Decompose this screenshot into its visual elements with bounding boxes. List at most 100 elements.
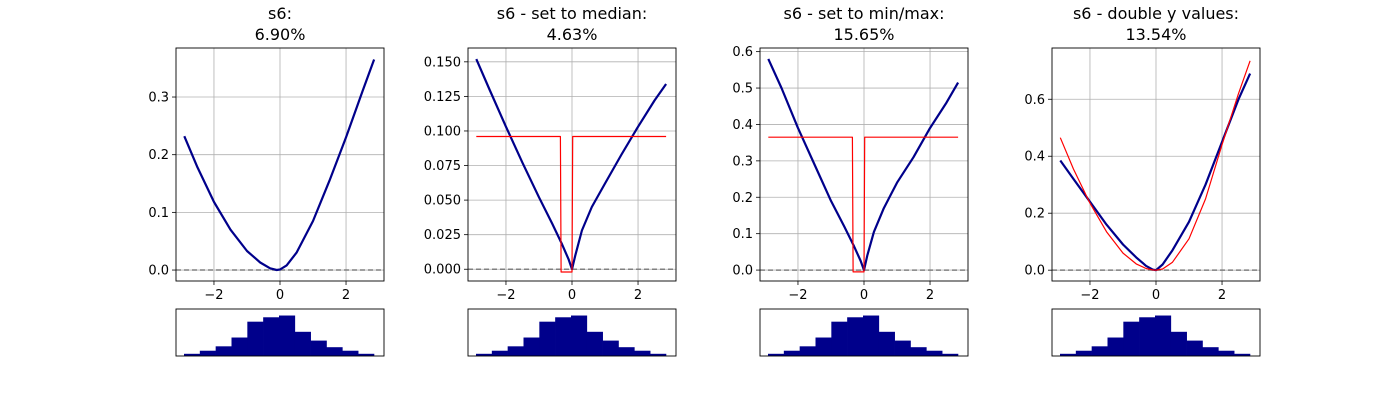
y-tick-label: 0.1: [732, 227, 753, 242]
y-tick-label: 0.2: [148, 148, 169, 163]
histogram-bar: [310, 340, 327, 356]
x-tick-label: −2: [788, 288, 807, 303]
histogram-bar: [358, 353, 375, 356]
y-tick-label: 0.0: [148, 264, 169, 279]
series-line-model: [767, 58, 960, 272]
x-tick-label: 0: [860, 288, 868, 303]
x-tick-label: 2: [634, 288, 642, 303]
y-tick-label: 0.4: [732, 118, 753, 133]
y-tick-label: 0.0: [1024, 264, 1045, 279]
histogram-bar: [215, 346, 232, 356]
chart-panel-4: −2 0 2 0.0 0.2 0.4 0.6 s6 - double y values: 13.…: [1024, 4, 1261, 357]
y-tick-label: 0.125: [424, 90, 461, 105]
chart-title-line: 15.65%: [833, 25, 894, 44]
histogram-panel: [467, 308, 677, 357]
histogram-bar: [815, 337, 832, 356]
chart-panel-3: −2 0 2 0.0 0.1 0.2 0.3 0.4 0.5 0.6 s6 - set to min…: [732, 4, 969, 357]
y-tick-label: 0.100: [424, 124, 461, 139]
histogram-bar: [1234, 353, 1251, 356]
histogram-bar: [491, 350, 508, 356]
histogram-bar: [1170, 331, 1187, 356]
y-tick-label: 0.5: [732, 82, 753, 97]
x-tick-label: 0: [1152, 288, 1160, 303]
series-line-model: [1059, 73, 1252, 272]
chart-title-line: s6 - set to median:: [497, 4, 648, 23]
chart-title-line: s6 - double y values:: [1073, 4, 1239, 23]
histogram-bar: [650, 353, 667, 356]
histogram-bar: [942, 353, 959, 356]
y-tick-label: 0.150: [424, 55, 461, 70]
histogram-bar: [199, 350, 216, 356]
y-tick-label: 0.0: [732, 264, 753, 279]
histogram-bar: [1202, 347, 1219, 356]
histogram-bar: [571, 315, 588, 356]
histogram-bar: [831, 321, 848, 356]
y-tick-label: 0.2: [1024, 207, 1045, 222]
histogram-bar: [523, 337, 540, 356]
histogram-bar: [184, 353, 201, 356]
series-line-model: [475, 58, 667, 271]
chart-title-line: 6.90%: [255, 25, 306, 44]
histogram-bar: [1186, 340, 1203, 356]
series-line-comparison: [1059, 60, 1251, 271]
histogram-bar: [294, 331, 311, 356]
x-tick-label: 2: [342, 288, 350, 303]
histogram-bar: [1107, 337, 1124, 356]
histogram-bar: [894, 340, 911, 356]
x-tick-label: 0: [568, 288, 576, 303]
histogram-bar: [1155, 315, 1172, 356]
x-tick-label: 0: [276, 288, 284, 303]
histogram-bar: [1075, 350, 1092, 356]
histogram-bar: [586, 331, 603, 356]
histogram-bar: [910, 347, 927, 356]
x-tick-label: 2: [1218, 288, 1226, 303]
histogram-bar: [1123, 321, 1140, 356]
histogram-bar: [507, 346, 524, 356]
histogram-bar: [847, 317, 864, 356]
y-tick-label: 0.050: [424, 194, 461, 209]
y-tick-label: 0.6: [1024, 93, 1045, 108]
y-tick-label: 0.4: [1024, 150, 1045, 165]
histogram-bar: [342, 350, 359, 356]
y-tick-label: 0.3: [732, 154, 753, 169]
chart-title-line: s6 - set to min/max:: [784, 4, 945, 23]
histogram-bar: [863, 315, 880, 356]
histogram-bar: [1139, 317, 1156, 356]
series-line-model: [183, 59, 376, 272]
series-line-comparison: [476, 135, 667, 273]
histogram-frame: [175, 308, 385, 357]
chart-title-line: 13.54%: [1125, 25, 1186, 44]
y-tick-label: 0.1: [148, 206, 169, 221]
histogram-bar: [768, 353, 785, 356]
histogram-bar: [799, 346, 816, 356]
y-tick-label: 0.6: [732, 45, 753, 60]
x-tick-label: −2: [204, 288, 223, 303]
y-tick-label: 0.3: [148, 91, 169, 106]
y-tick-label: 0.025: [424, 228, 461, 243]
histogram-bar: [279, 315, 296, 356]
histogram-bar: [878, 331, 895, 356]
histogram-bar: [783, 350, 800, 356]
histogram-bar: [1218, 350, 1235, 356]
x-tick-label: −2: [496, 288, 515, 303]
histogram-bar: [618, 347, 635, 356]
histogram-panel: [175, 308, 385, 357]
histogram-panel: [1051, 308, 1261, 357]
y-tick-label: 0.2: [732, 191, 753, 206]
histogram-bar: [1091, 346, 1108, 356]
chart-panel-2: −2 0 2 0.000 0.025 0.050 0.075 0.100 0.125 0.150 s…: [424, 4, 677, 357]
histogram-bar: [263, 317, 280, 356]
histogram-frame: [1051, 308, 1261, 357]
chart-title-line: s6:: [268, 4, 292, 23]
histogram-bar: [926, 350, 943, 356]
y-tick-label: 0.075: [424, 159, 461, 174]
histogram-bar: [1060, 353, 1077, 356]
x-tick-label: 2: [926, 288, 934, 303]
series-line-comparison: [768, 136, 959, 273]
histogram-bar: [555, 317, 572, 356]
chart-panel-1: −2 0 2 0.0 0.1 0.2 0.3 s6: 6.90%: [148, 4, 385, 357]
histogram-bar: [634, 350, 651, 356]
histogram-frame: [759, 308, 969, 357]
histogram-bar: [476, 353, 493, 356]
